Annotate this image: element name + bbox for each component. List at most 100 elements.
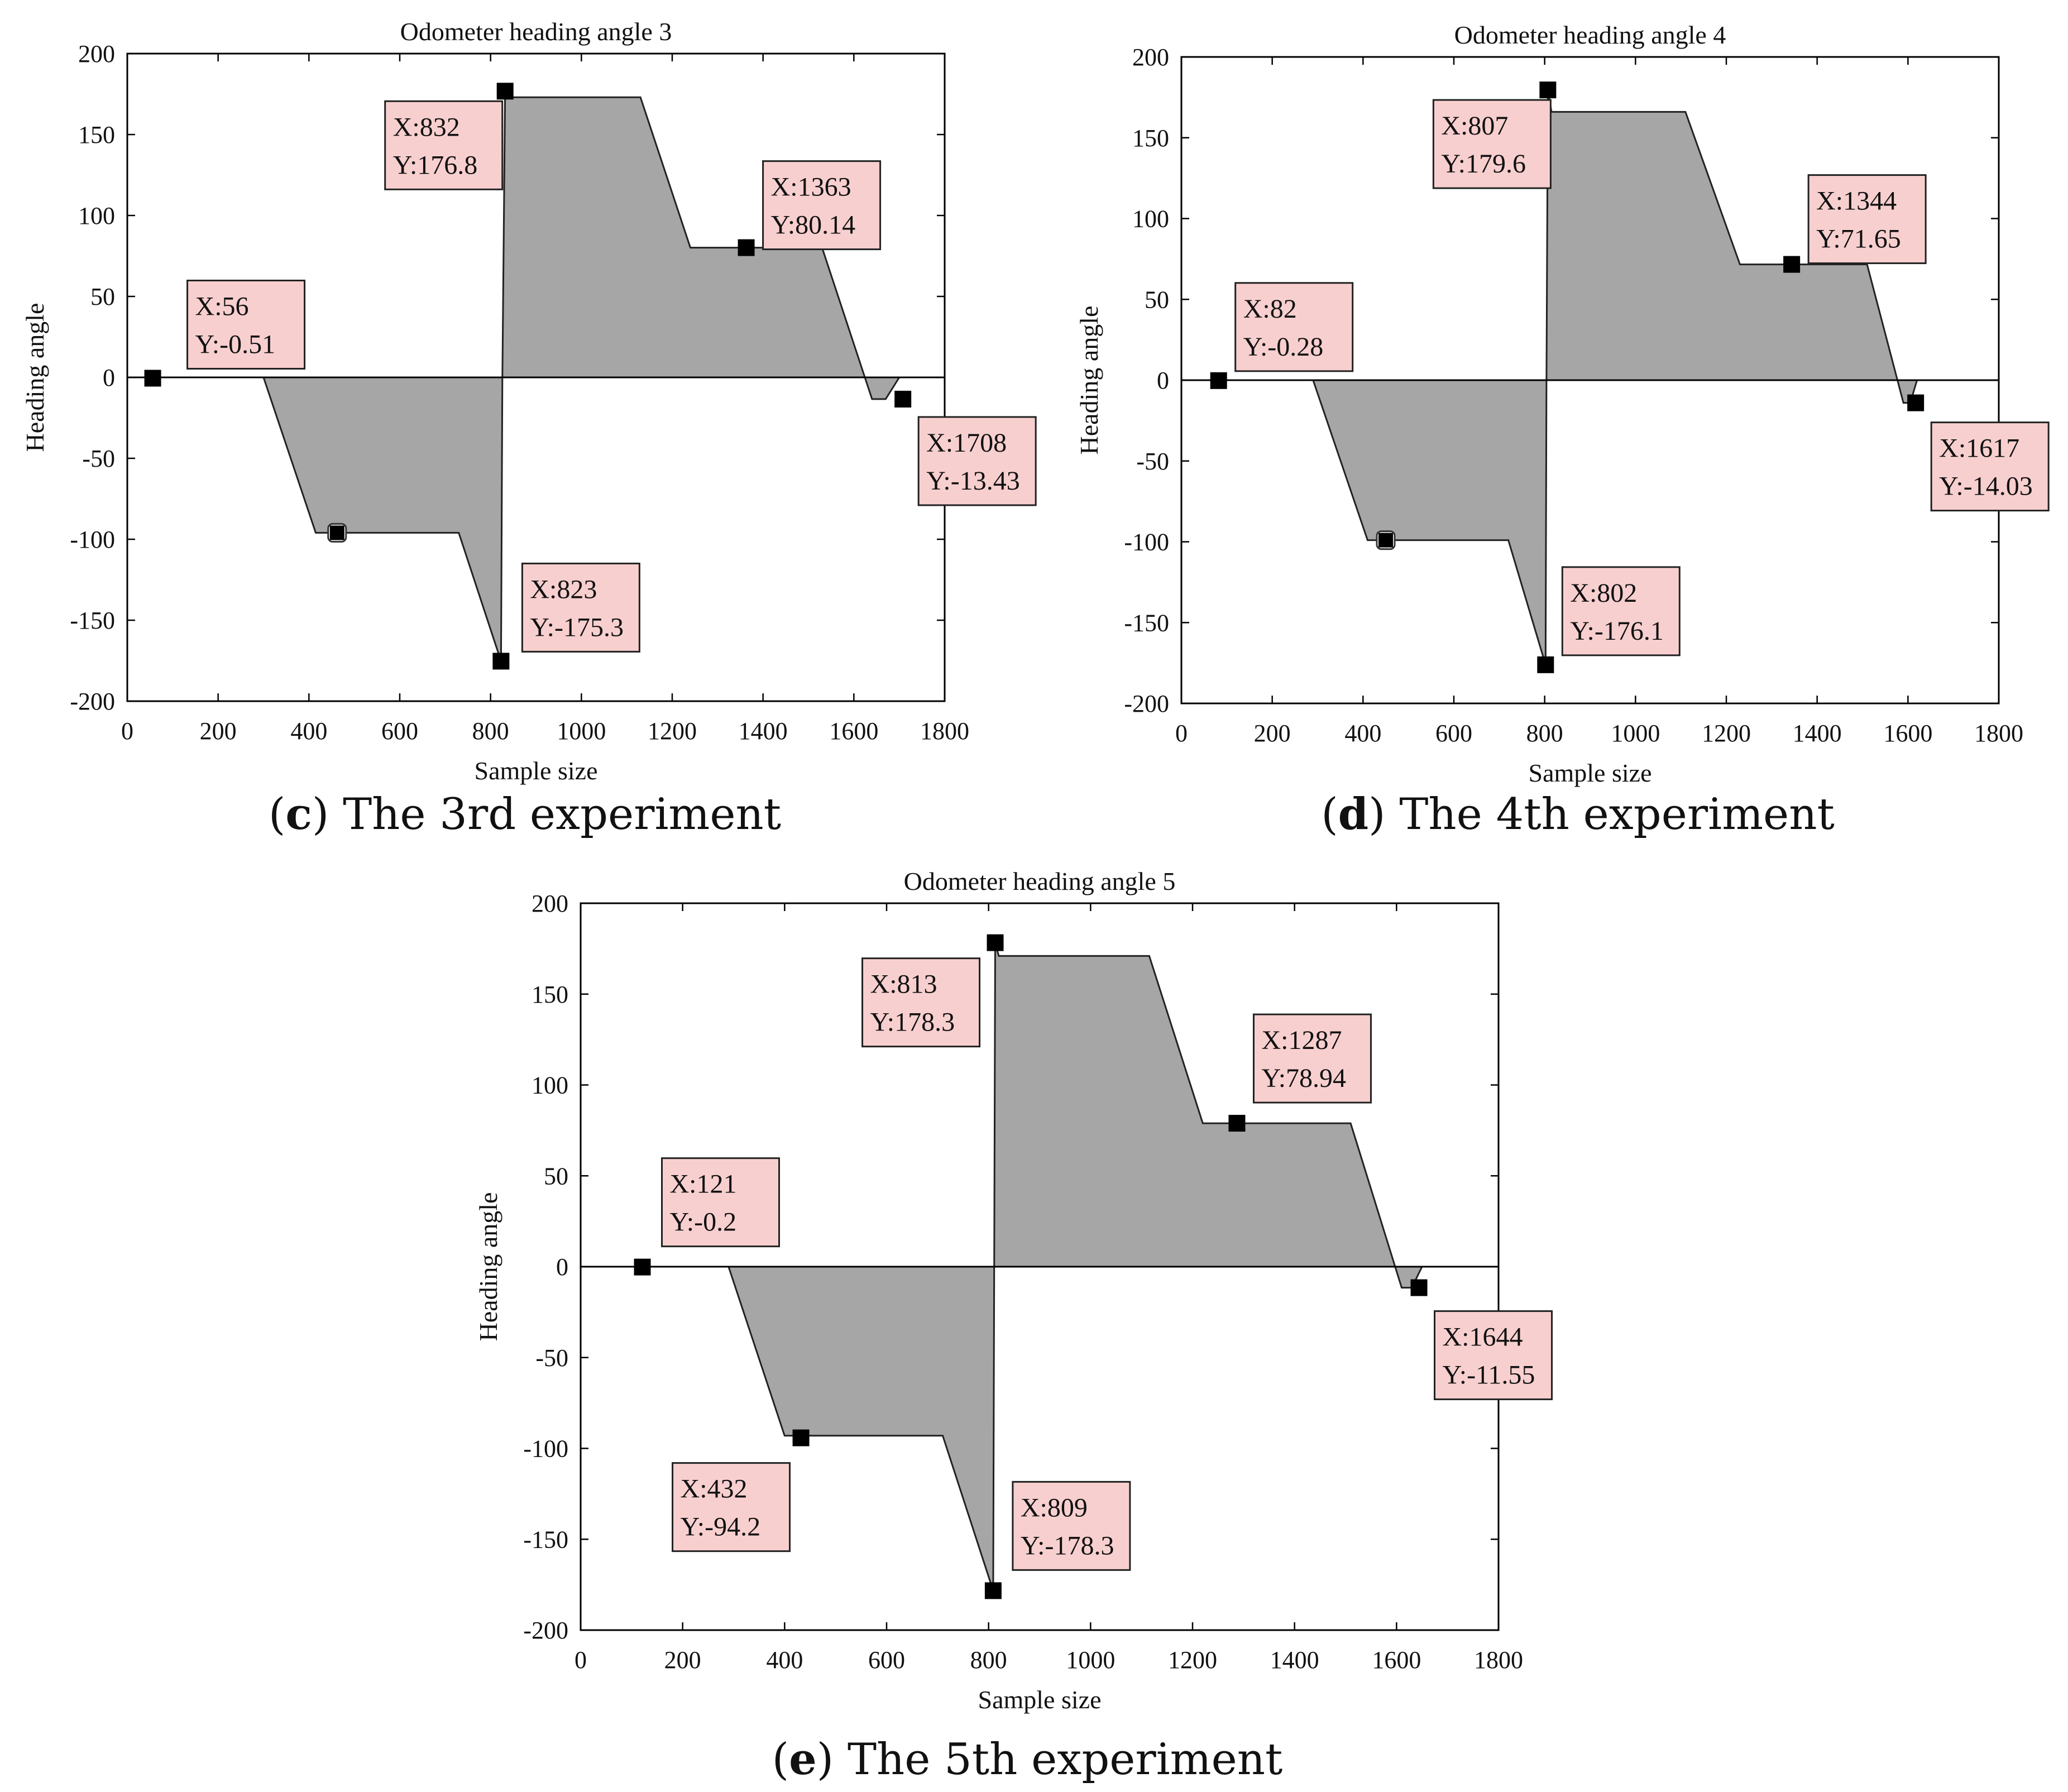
datatip[interactable]: X:1344 Y:71.65 xyxy=(1807,174,1927,265)
datatip-marker[interactable] xyxy=(496,83,514,100)
datatip-box xyxy=(1012,1480,1131,1571)
data-marker xyxy=(329,525,344,540)
datatip-marker[interactable] xyxy=(792,1429,810,1446)
x-axis-label: Sample size xyxy=(1529,759,1652,787)
x-tick-label: 400 xyxy=(766,1646,803,1674)
datatip-box xyxy=(1930,421,2050,512)
datatip[interactable]: X:813 Y:178.3 xyxy=(861,957,981,1048)
datatip-y-label: Y:-175.3 xyxy=(530,612,624,642)
datatip-marker[interactable] xyxy=(492,653,510,670)
datatip-marker[interactable] xyxy=(738,239,755,256)
datatip[interactable]: X:823 Y:-175.3 xyxy=(521,562,640,653)
datatip-box xyxy=(384,100,504,190)
x-tick-label: 0 xyxy=(1175,720,1188,747)
datatip-x-label: X:809 xyxy=(1021,1493,1088,1522)
area-fill xyxy=(127,91,945,662)
x-tick-label: 0 xyxy=(121,717,133,745)
datatip-x-label: X:807 xyxy=(1441,111,1508,141)
y-tick-label: 100 xyxy=(1132,205,1169,233)
x-tick-label: 1200 xyxy=(1702,720,1751,747)
datatip-x-label: X:813 xyxy=(870,970,937,999)
y-tick-label: -200 xyxy=(523,1617,568,1644)
datatip-box xyxy=(861,957,981,1048)
datatip[interactable]: X:807 Y:179.6 xyxy=(1432,99,1552,189)
datatip-marker[interactable] xyxy=(987,934,1004,951)
datatip-x-label: X:56 xyxy=(195,291,249,321)
x-tick-label: 800 xyxy=(472,717,509,745)
y-tick-label: 100 xyxy=(78,202,115,229)
datatip[interactable]: X:1363 Y:80.14 xyxy=(762,160,882,251)
caption-letter: d xyxy=(1338,789,1369,840)
datatip-marker[interactable] xyxy=(1539,82,1557,99)
caption-text: The 5th experiment xyxy=(848,1734,1282,1785)
datatip-box xyxy=(1807,174,1927,265)
caption-text: The 3rd experiment xyxy=(343,789,781,840)
datatip-marker[interactable] xyxy=(1783,256,1801,273)
x-axis-label: Sample size xyxy=(475,756,598,785)
datatip[interactable]: X:1644 Y:-11.55 xyxy=(1434,1310,1553,1401)
y-tick-label: -200 xyxy=(1124,690,1169,717)
x-tick-label: 600 xyxy=(1435,720,1472,747)
datatip-marker[interactable] xyxy=(1228,1115,1246,1132)
datatip-y-label: Y:-0.51 xyxy=(195,329,276,359)
datatip-marker[interactable] xyxy=(144,370,161,387)
datatip-marker[interactable] xyxy=(1537,656,1554,673)
caption-letter: c xyxy=(285,789,312,840)
y-tick-label: 100 xyxy=(532,1072,568,1099)
datatip-y-label: Y:-94.2 xyxy=(681,1512,761,1542)
area-fill xyxy=(1181,90,1999,665)
datatip-x-label: X:1617 xyxy=(1939,434,2019,463)
series-line xyxy=(581,942,1499,1591)
datatip-y-label: Y:176.8 xyxy=(393,150,478,180)
datatip-marker[interactable] xyxy=(634,1258,651,1276)
x-tick-label: 400 xyxy=(290,717,327,745)
datatip-x-label: X:832 xyxy=(393,112,460,142)
datatip-x-label: X:1644 xyxy=(1443,1323,1523,1352)
y-tick-label: -200 xyxy=(70,688,115,715)
datatip-marker[interactable] xyxy=(1907,394,1925,411)
x-tick-label: 0 xyxy=(575,1646,587,1674)
datatip[interactable]: X:432 Y:-94.2 xyxy=(672,1462,791,1553)
chart-e: 0 200 400 600 800 1000 1200 1400 1600 18002001501… xyxy=(474,867,1553,1785)
datatip[interactable]: X:82 Y:-0.28 xyxy=(1234,282,1354,372)
datatip[interactable]: X:832 Y:176.8 xyxy=(384,100,504,190)
y-tick-label: -100 xyxy=(1124,529,1169,556)
y-tick-label: 200 xyxy=(1132,44,1169,71)
x-tick-label: 1800 xyxy=(1474,1646,1523,1674)
x-tick-label: 200 xyxy=(200,717,237,745)
datatip-marker[interactable] xyxy=(984,1582,1002,1599)
y-tick-label: -100 xyxy=(70,526,115,553)
y-tick-label: -150 xyxy=(523,1526,568,1553)
y-tick-label: 50 xyxy=(1145,286,1169,313)
datatip-box xyxy=(672,1462,791,1553)
datatip-x-label: X:432 xyxy=(681,1474,748,1504)
chart-title: Odometer heading angle 3 xyxy=(400,17,672,46)
datatip-marker[interactable] xyxy=(1410,1279,1428,1296)
datatip[interactable]: X:1617 Y:-14.03 xyxy=(1930,421,2050,512)
x-tick-label: 600 xyxy=(868,1646,905,1674)
datatip-box xyxy=(521,562,640,653)
x-tick-label: 1000 xyxy=(1066,1646,1115,1674)
datatip[interactable]: X:1287 Y:78.94 xyxy=(1252,1013,1372,1104)
datatip-marker[interactable] xyxy=(1210,372,1227,389)
datatip[interactable]: X:1708 Y:-13.43 xyxy=(917,416,1037,506)
datatip-box xyxy=(1432,99,1552,189)
figure-caption: (e) The 5th experiment xyxy=(772,1734,1283,1785)
datatip-marker[interactable] xyxy=(894,390,912,408)
y-axis-label: Heading angle xyxy=(474,1192,502,1341)
x-tick-label: 1400 xyxy=(739,717,788,745)
datatip[interactable]: X:121 Y:-0.2 xyxy=(661,1157,781,1248)
datatip[interactable]: X:809 Y:-178.3 xyxy=(1012,1480,1131,1571)
y-tick-label: 150 xyxy=(78,121,115,148)
datatip[interactable]: X:56 Y:-0.51 xyxy=(186,279,306,370)
x-tick-label: 1200 xyxy=(1168,1646,1217,1674)
caption-text: The 4th experiment xyxy=(1399,789,1834,840)
y-tick-label: -50 xyxy=(1136,448,1169,475)
datatip[interactable]: X:802 Y:-176.1 xyxy=(1561,566,1681,657)
datatip-box xyxy=(1234,282,1354,372)
datatip-x-label: X:1344 xyxy=(1816,186,1897,216)
datatip-y-label: Y:-13.43 xyxy=(926,466,1020,496)
datatip-box xyxy=(661,1157,781,1248)
y-tick-label: 150 xyxy=(1132,124,1169,152)
